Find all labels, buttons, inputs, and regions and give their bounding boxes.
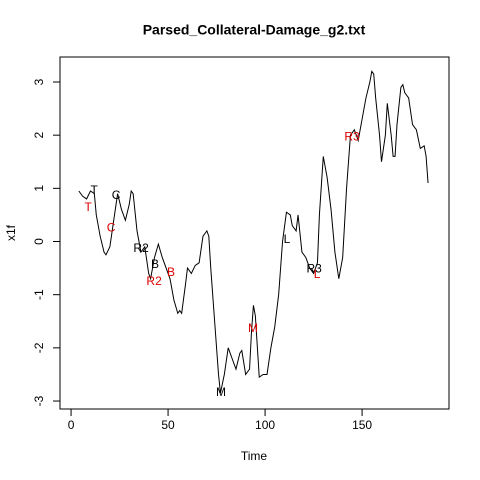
y-tick-label: 3 [32,78,46,85]
annotation: C [107,220,116,234]
y-tick-label: -2 [32,342,46,353]
annotation: C [112,188,121,202]
x-tick-label: 100 [255,418,275,432]
x-tick-label: 150 [352,418,372,432]
annotation: R2 [133,241,149,255]
annotation: L [284,232,291,246]
y-axis-label: x1f [4,224,18,241]
chart-title: Parsed_Collateral-Damage_g2.txt [143,22,366,38]
annotation: B [167,265,175,279]
y-tick-label: -1 [32,289,46,300]
annotation: T [84,200,92,214]
annotation: M [248,321,258,335]
y-tick-label: 2 [32,132,46,139]
x-tick-label: 50 [161,418,175,432]
y-tick-label: 0 [32,238,46,245]
y-tick-label: -3 [32,395,46,406]
x-tick-label: 0 [68,418,75,432]
annotation: R3 [306,261,322,275]
annotation: L [314,267,321,281]
data-line [78,70,429,394]
annotation: B [151,257,159,271]
y-tick-label: 1 [32,185,46,192]
plot-box [59,56,450,410]
annotation: M [216,385,226,399]
x-axis-label: Time [241,449,268,463]
annotation: T [90,183,98,197]
annotation: R3 [344,129,360,143]
annotation: R2 [146,274,162,288]
